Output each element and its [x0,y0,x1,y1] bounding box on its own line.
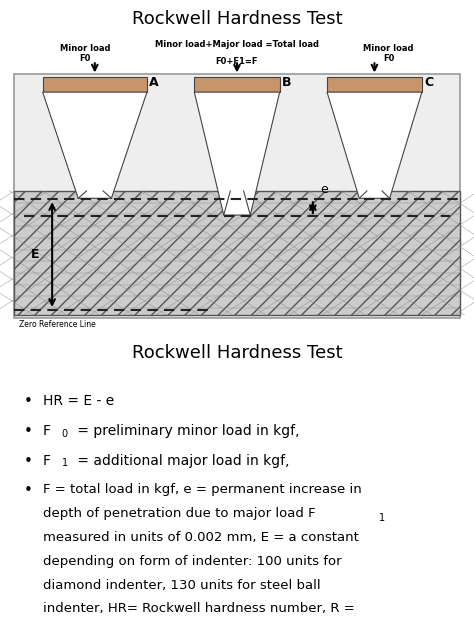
Text: Minor load
F0: Minor load F0 [364,44,414,63]
Text: = additional major load in kgf,: = additional major load in kgf, [73,454,290,468]
Text: Minor load+Major load =Total load: Minor load+Major load =Total load [155,40,319,49]
Bar [14,74,460,319]
Text: •: • [24,424,33,439]
Text: 1: 1 [62,458,68,468]
Text: F0+F1=F: F0+F1=F [216,57,258,66]
Text: B: B [282,76,292,88]
Text: e: e [320,183,328,196]
Polygon shape [327,92,422,198]
Text: A: A [149,76,159,88]
Text: Minor load
F0: Minor load F0 [60,44,110,63]
Text: depending on form of indenter: 100 units for: depending on form of indenter: 100 units… [43,555,341,568]
Bar [43,77,147,92]
Text: Rockwell Hardness Test: Rockwell Hardness Test [132,344,342,362]
Text: C: C [424,76,433,88]
Text: 0: 0 [62,428,68,439]
Text: F: F [43,424,51,438]
Text: 1: 1 [379,513,385,523]
Text: diamond indenter, 130 units for steel ball: diamond indenter, 130 units for steel ba… [43,578,320,592]
Bar [194,77,280,92]
Text: F = total load in kgf, e = permanent increase in: F = total load in kgf, e = permanent inc… [43,483,361,497]
Text: Rockwell Hardness Test: Rockwell Hardness Test [132,10,342,28]
Text: depth of penetration due to major load F: depth of penetration due to major load F [43,507,315,520]
Text: •: • [24,454,33,469]
Bar [14,191,460,315]
Text: indenter, HR= Rockwell hardness number, R =: indenter, HR= Rockwell hardness number, … [43,602,355,616]
Text: F: F [43,454,51,468]
Text: HR = E - e: HR = E - e [43,394,114,408]
Text: •: • [24,394,33,410]
Text: E: E [31,248,40,261]
Text: Zero Reference Line: Zero Reference Line [19,320,96,329]
Text: measured in units of 0.002 mm, E = a constant: measured in units of 0.002 mm, E = a con… [43,531,358,544]
Bar [327,77,422,92]
Polygon shape [43,92,147,198]
Polygon shape [194,92,280,215]
Text: = preliminary minor load in kgf,: = preliminary minor load in kgf, [73,424,300,438]
Text: •: • [24,483,33,499]
